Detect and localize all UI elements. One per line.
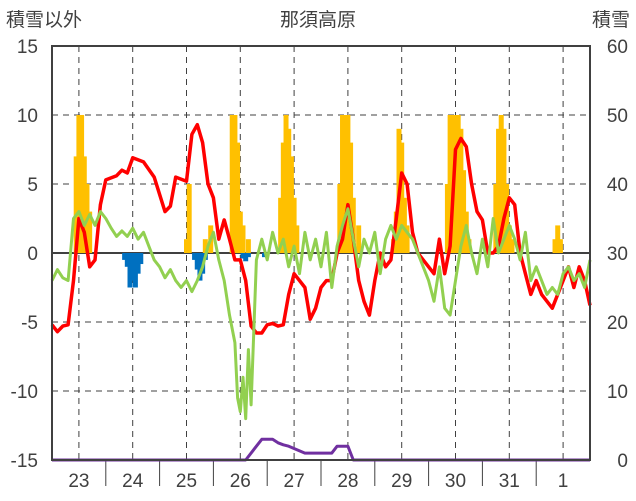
y-right-tick-label: 20 — [607, 313, 628, 334]
snowfall-bar — [356, 225, 362, 253]
x-tick-label: 23 — [68, 471, 89, 492]
snowfall-bar — [504, 184, 510, 253]
negative-bar — [127, 253, 133, 288]
snowfall-bar — [501, 128, 507, 253]
y-right-tick-label: 50 — [607, 106, 628, 127]
snowfall-bar — [81, 156, 87, 253]
snowfall-bar — [557, 239, 563, 253]
chart-title: 那須高原 — [280, 9, 356, 31]
snowfall-bar — [444, 184, 450, 253]
negative-bar — [240, 253, 246, 259]
x-tick-label: 27 — [284, 471, 305, 492]
y-left-tick-label: 15 — [17, 37, 38, 58]
negative-bar — [124, 253, 130, 267]
negative-bar — [245, 253, 251, 258]
negative-bar — [243, 253, 249, 262]
y-left-axis-title: 積雪以外 — [6, 9, 82, 31]
snowfall-bar — [447, 115, 453, 253]
y-left-tick-label: -5 — [21, 313, 38, 334]
snowfall-bar — [496, 128, 502, 253]
y-right-tick-label: 30 — [607, 244, 628, 265]
snowfall-bar — [340, 115, 346, 253]
snowfall-bar — [280, 142, 286, 253]
snowfall-bar — [278, 197, 284, 253]
snowfall-bar — [506, 225, 512, 253]
x-tick-label: 31 — [499, 471, 520, 492]
snowfall-bar — [202, 239, 208, 253]
snowfall-bar — [186, 184, 192, 253]
snowfall-bar — [73, 156, 79, 253]
negative-bar — [197, 253, 203, 281]
x-tick-label: 24 — [122, 471, 144, 492]
snowfall-bar — [294, 225, 300, 253]
y-right-tick-label: 60 — [607, 37, 628, 58]
snowfall-bar — [87, 211, 93, 253]
negative-bar — [138, 253, 144, 265]
snowfall-bar — [232, 115, 238, 253]
y-left-tick-label: 5 — [27, 175, 38, 196]
y-right-axis-title: 積雪 — [592, 9, 630, 31]
series-line-2 — [50, 207, 592, 421]
snowfall-bar — [455, 115, 461, 253]
snowfall-bar — [453, 115, 458, 253]
series-lines — [50, 122, 592, 462]
negative-bar — [192, 253, 198, 260]
negative-bar — [132, 253, 138, 288]
snowfall-bar — [350, 197, 356, 253]
snowfall-bar — [245, 239, 251, 253]
snowfall-bar — [493, 184, 499, 253]
x-tick-label: 1 — [558, 471, 569, 492]
snowfall-bar — [555, 225, 561, 253]
snowfall-bar — [348, 142, 354, 253]
x-tick-label: 26 — [230, 471, 251, 492]
snowfall-bar — [345, 115, 351, 253]
snowfall-bar — [337, 184, 343, 253]
snowfall-bar — [509, 239, 515, 253]
snowfall-bar — [291, 197, 297, 253]
negative-bar — [122, 253, 128, 260]
snowfall-bar — [342, 115, 348, 253]
x-tick-label: 29 — [391, 471, 412, 492]
snowfall-bar — [235, 142, 241, 253]
negative-bar — [194, 253, 200, 270]
snowfall-bar — [461, 170, 467, 253]
y-left-tick-label: 0 — [27, 244, 38, 265]
series-line-3 — [52, 437, 590, 462]
snowfall-bar — [286, 128, 292, 253]
series-line-1 — [50, 122, 592, 335]
negative-bar — [135, 253, 141, 274]
y-right-tick-label: 40 — [607, 175, 628, 196]
y-left-tick-label: 10 — [17, 106, 38, 127]
y-right-tick-label: 0 — [617, 451, 628, 472]
plot-frame — [51, 45, 591, 461]
snowfall-bar — [399, 142, 405, 253]
y-right-tick-label: 10 — [607, 382, 628, 403]
snowfall-bar — [552, 239, 558, 253]
x-tick-label: 25 — [176, 471, 197, 492]
snowfall-bar — [404, 225, 410, 253]
snowfall-bar — [79, 115, 85, 253]
snowfall-bar — [184, 239, 189, 253]
x-tick-label: 30 — [445, 471, 466, 492]
snowfall-bar — [401, 197, 407, 253]
snowfall-bar — [393, 211, 399, 253]
y-left-tick-label: -15 — [11, 451, 38, 472]
snowfall-bar — [498, 115, 504, 253]
snowfall-bar — [76, 115, 82, 253]
y-left-tick-label: -10 — [11, 382, 38, 403]
snowfall-bar — [283, 115, 289, 253]
x-tick-label: 28 — [337, 471, 358, 492]
snowfall-bar — [458, 128, 464, 253]
snowfall-bar — [229, 115, 235, 253]
snowfall-bar — [288, 156, 294, 253]
snowfall-bar — [240, 225, 246, 253]
negative-bar — [130, 253, 136, 281]
snowfall-bar — [237, 211, 243, 253]
